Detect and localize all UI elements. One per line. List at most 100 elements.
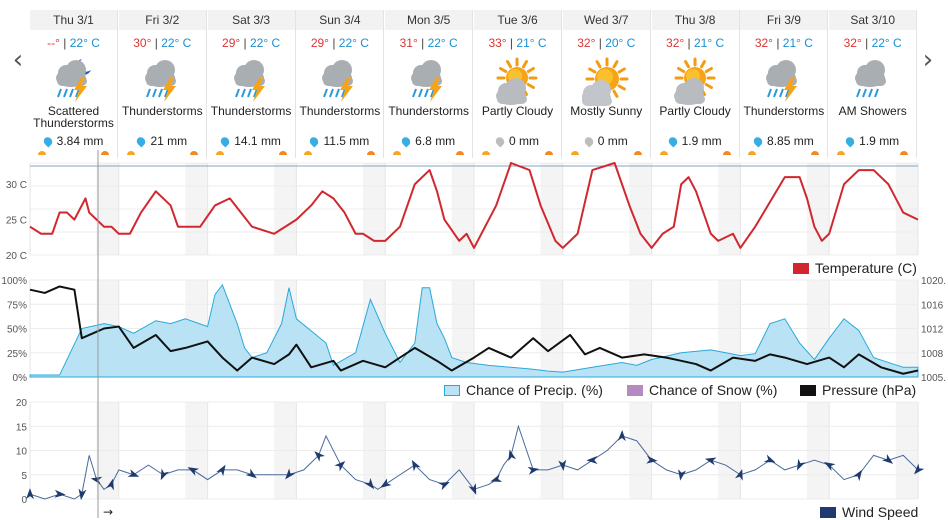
- high-temp: 32°: [754, 36, 773, 50]
- condition-label: Partly Cloudy: [481, 104, 554, 118]
- condition-label: Thunderstorms: [299, 104, 381, 118]
- temperature-legend[interactable]: Temperature (C): [793, 260, 917, 276]
- snow-legend[interactable]: Chance of Snow (%): [627, 382, 777, 398]
- night-band: [895, 280, 918, 377]
- moonrise-icon: [456, 151, 465, 155]
- day-temps: 32° | 20° C: [563, 36, 650, 50]
- wind-swatch: [820, 506, 836, 518]
- low-temp: 22° C: [871, 36, 902, 50]
- sunrise-icon: [570, 151, 579, 155]
- wind-direction-arrow: [314, 451, 325, 462]
- low-temp: 22° C: [161, 36, 192, 50]
- moonrise-icon: [811, 151, 820, 155]
- wind-direction-arrow: [90, 476, 103, 485]
- precip-swatch: [444, 384, 460, 396]
- night-band: [451, 163, 474, 255]
- day-column: Tue 3/6 33° | 21° C Partly Cloudy 0 mm: [474, 10, 562, 158]
- precip-legend[interactable]: Chance of Precip. (%): [444, 382, 603, 398]
- sunrise-icon: [482, 151, 490, 155]
- day-column: Fri 3/2 30° | 22° C Thunderstorms 21 mm: [118, 10, 207, 158]
- day-column: Sat 3/3 29° | 22° C Thunderstorms 14.1 mm: [207, 10, 296, 158]
- temp-separator: |: [861, 36, 872, 50]
- y-tick-label: 10: [16, 447, 28, 458]
- wind-direction-arrow: [508, 449, 517, 462]
- temperature-chart: 20 C 25 C 30 C: [6, 162, 919, 262]
- y-tick-label: 20 C: [6, 251, 27, 262]
- wind-direction-arrow: [913, 463, 925, 475]
- wind-direction-arrow: [334, 461, 346, 472]
- y-tick-label: 15: [16, 422, 28, 433]
- precip-amount: 0 mm: [474, 134, 561, 148]
- raindrop-icon: [844, 135, 857, 148]
- night-band: [540, 280, 563, 377]
- temp-separator: |: [240, 36, 250, 50]
- wind-direction-arrow: [881, 453, 894, 464]
- day-column: Wed 3/7 32° | 20° C Mostly Sunny 0 mm: [562, 10, 651, 158]
- temp-separator: |: [151, 36, 162, 50]
- wind-direction-arrow: [106, 478, 114, 491]
- day-label: Fri 3/2: [118, 10, 206, 30]
- sun-moon-markers: [385, 151, 472, 157]
- precip-pressure-chart: 0% 25% 50% 75% 100% 1005. 1008 1012 1016 1020.: [1, 276, 946, 384]
- precip-value: 8.85 mm: [767, 134, 814, 148]
- wind-direction-arrow: [26, 488, 34, 500]
- prev-arrow-icon[interactable]: ‹: [12, 45, 24, 75]
- precip-value: 3.84 mm: [56, 134, 104, 148]
- night-band: [96, 280, 119, 377]
- condition-label: Scattered Thunderstorms: [33, 104, 114, 130]
- y-tick-label: 5: [21, 471, 27, 482]
- night-band: [96, 402, 119, 499]
- night-band: [718, 163, 741, 255]
- pressure-swatch: [800, 384, 816, 396]
- low-temp: 20° C: [605, 36, 636, 50]
- night-band: [629, 163, 652, 255]
- pressure-legend[interactable]: Pressure (hPa): [800, 382, 916, 398]
- high-temp: 29°: [222, 36, 241, 50]
- night-band: [185, 280, 208, 377]
- night-band: [96, 163, 119, 255]
- y-left-tick-label: 100%: [1, 276, 27, 287]
- precip-value: 6.8 mm: [415, 134, 456, 148]
- wind-legend[interactable]: Wind Speed: [820, 504, 918, 520]
- wind-direction-arrow: [490, 474, 503, 482]
- precip-amount: 14.1 mm: [208, 134, 295, 148]
- wind-direction-arrow: [127, 469, 140, 477]
- condition-label: Partly Cloudy: [659, 104, 731, 118]
- thunderstorm-icon: [759, 56, 809, 106]
- high-temp: 31°: [399, 36, 418, 50]
- wind-direction-arrow: [216, 464, 226, 477]
- precip-legend-label: Chance of Precip. (%): [466, 382, 603, 398]
- sun-moon-markers: [563, 151, 650, 157]
- wind-direction-arrow: [558, 459, 567, 472]
- wind-direction-arrow: [586, 456, 598, 465]
- night-band: [185, 163, 208, 255]
- day-label: Tue 3/6: [474, 10, 561, 30]
- temp-separator: |: [684, 36, 694, 50]
- moonrise-icon: [189, 151, 198, 155]
- precip-value: 21 mm: [150, 134, 188, 148]
- day-temps: 32° | 21° C: [652, 36, 739, 50]
- wind-direction-arrow: [763, 454, 776, 463]
- partly-cloudy-icon: [671, 56, 721, 106]
- day-column: Fri 3/9 32° | 21° C Thunderstorms 8.85 mm: [740, 10, 829, 158]
- next-arrow-icon[interactable]: ›: [922, 45, 934, 75]
- day-temps: --° | 22° C: [30, 36, 117, 50]
- raindrop-icon: [666, 135, 679, 148]
- precip-area: [29, 283, 919, 378]
- y-left-tick-label: 50%: [7, 325, 27, 336]
- wind-direction-arrow: [160, 468, 169, 481]
- high-temp: 32°: [843, 36, 862, 50]
- wind-direction-arrow: [824, 462, 836, 472]
- snow-swatch: [627, 384, 643, 396]
- precip-amount: 21 mm: [119, 134, 206, 148]
- night-band: [807, 280, 830, 377]
- condition-label: AM Showers: [838, 104, 907, 118]
- y-left-tick-label: 25%: [7, 349, 27, 360]
- precip-amount: 1.9 mm: [652, 134, 739, 148]
- temperature-swatch: [793, 262, 809, 274]
- thunderstorm-icon: [315, 56, 365, 106]
- night-band: [274, 163, 297, 255]
- precip-value: 0 mm: [509, 134, 539, 148]
- raindrop-icon: [308, 135, 321, 148]
- temp-separator: |: [506, 36, 517, 50]
